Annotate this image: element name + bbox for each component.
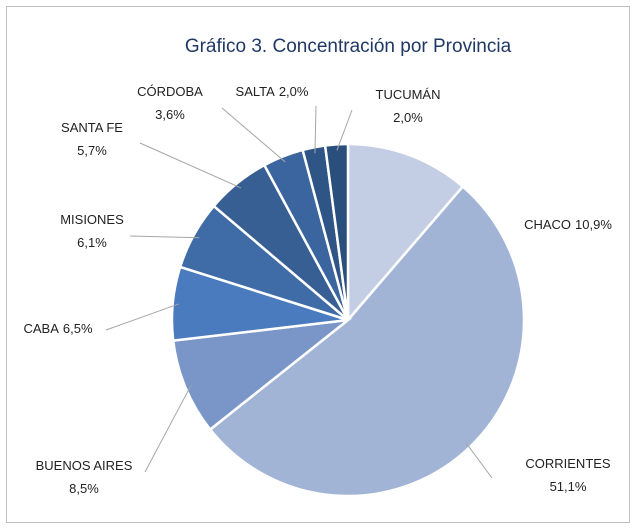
category-label: CÓRDOBA: [137, 84, 203, 99]
chart-title: Gráfico 3. Concentración por Provincia: [185, 36, 512, 57]
leader-line: [139, 142, 242, 189]
data-label: SALTA 2,0%: [236, 84, 309, 99]
leader-line: [314, 105, 317, 154]
category-label: SANTA FE: [61, 120, 123, 135]
data-label: BUENOS AIRES 8,5%: [36, 458, 133, 496]
value-label: 51,1%: [550, 479, 587, 494]
data-label: CHACO 10,9%: [524, 217, 612, 232]
pie-slice: [171, 318, 353, 432]
data-label: CABA 6,5%: [23, 321, 92, 336]
value-label: 10,9%: [575, 217, 612, 232]
category-label: SALTA: [236, 84, 276, 99]
pie-slice: [208, 184, 526, 498]
category-label: MISIONES: [60, 212, 124, 227]
data-label: CÓRDOBA 3,6%: [137, 84, 203, 122]
data-label: CORRIENTES 51,1%: [525, 456, 611, 494]
leader-line: [129, 235, 200, 239]
leader-line: [465, 442, 493, 479]
value-label: 3,6%: [155, 107, 185, 122]
data-label: MISIONES 6,1%: [60, 212, 124, 250]
value-label: 6,1%: [77, 235, 107, 250]
leader-line: [105, 303, 179, 331]
value-label: 8,5%: [69, 481, 99, 496]
pie-slice: [323, 142, 350, 321]
value-label: 2,0%: [393, 110, 423, 125]
leader-line: [336, 109, 353, 151]
value-label: 6,5%: [63, 321, 93, 336]
value-label: 5,7%: [77, 143, 107, 158]
category-label: CHACO: [524, 217, 571, 232]
category-label: TUCUMÁN: [376, 87, 441, 102]
data-label: SANTA FE 5,7%: [61, 120, 123, 158]
category-label: CORRIENTES: [525, 456, 611, 471]
leader-line: [221, 107, 286, 163]
category-label: BUENOS AIRES: [36, 458, 133, 473]
value-label: 2,0%: [279, 84, 309, 99]
leader-line: [144, 385, 192, 473]
data-label: TUCUMÁN 2,0%: [376, 87, 441, 125]
pie-slice: [346, 142, 465, 324]
category-label: CABA: [23, 321, 59, 336]
